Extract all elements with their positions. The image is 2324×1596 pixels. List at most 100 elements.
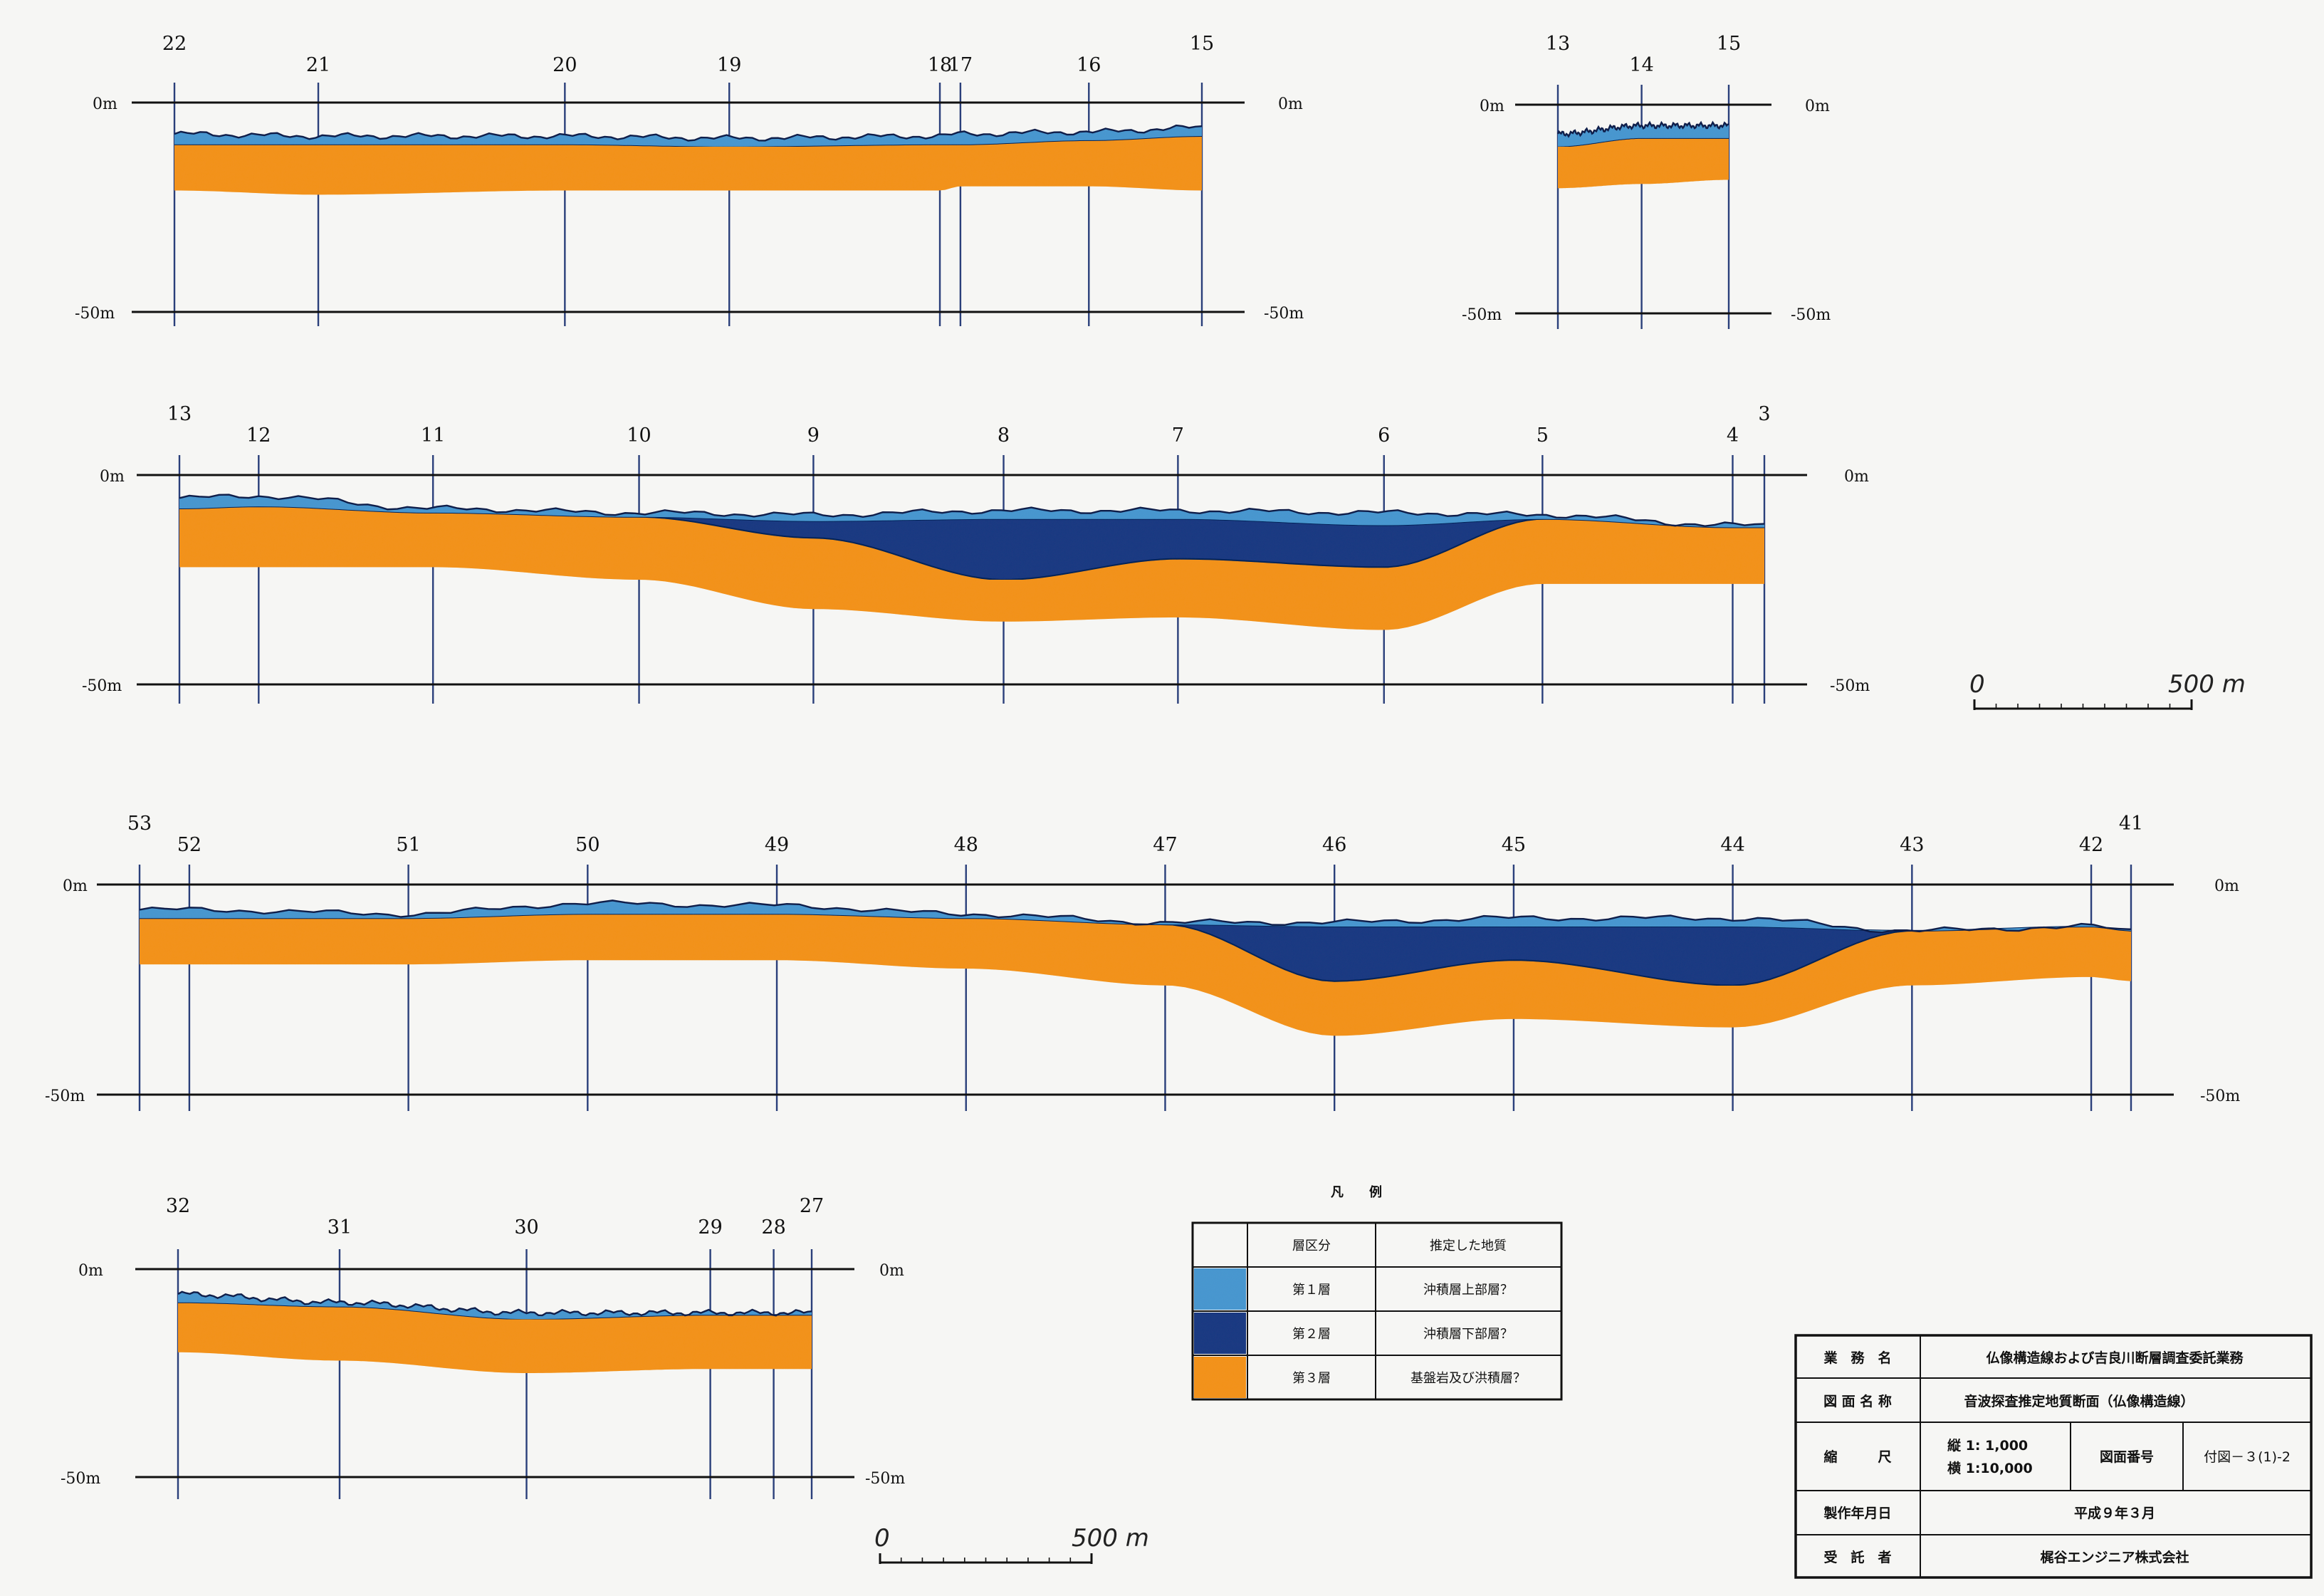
- borehole-number: 11: [421, 424, 445, 447]
- borehole-number: 47: [1153, 834, 1177, 856]
- borehole-number: 50: [575, 834, 600, 856]
- borehole-number: 41: [2119, 813, 2143, 835]
- borehole-number: 7: [1172, 424, 1184, 447]
- layer1-band: [174, 125, 1202, 147]
- work-name: 仏像構造線および吉良川断層調査委託業務: [1986, 1350, 2244, 1366]
- legend-swatch-layer2: [1194, 1313, 1246, 1354]
- borehole-number: 13: [1546, 33, 1570, 55]
- seabed-line: [179, 494, 1765, 527]
- depth-label-top-right: 0m: [879, 1262, 904, 1280]
- scale-zero-label: 0: [1969, 670, 1985, 699]
- scale-horizontal: 横 1:10,000: [1947, 1460, 2033, 1476]
- borehole-number: 6: [1378, 424, 1390, 447]
- contractor-label: 受 託 者: [1823, 1549, 1891, 1565]
- layer1-band: [1558, 122, 1729, 147]
- borehole-number: 30: [514, 1216, 538, 1238]
- depth-label-top: 0m: [63, 877, 88, 895]
- borehole-number: 5: [1537, 424, 1549, 447]
- drawing-name: 音波探査推定地質断面（仏像構造線）: [1964, 1393, 2194, 1409]
- borehole-number: 28: [761, 1216, 785, 1238]
- depth-label-bottom: -50m: [1462, 306, 1502, 324]
- borehole-lines: [177, 1249, 813, 1499]
- borehole-number: 44: [1720, 834, 1744, 856]
- legend-header-geology: 推定した地質: [1430, 1238, 1507, 1253]
- seabed-line: [174, 124, 1203, 142]
- legend-class-2: 第２層: [1292, 1327, 1331, 1342]
- depth-label-top: 0m: [93, 95, 117, 113]
- section-13-3: 0m 0m -50m -50m 13 12 11 10 9 8 7 6 5 43: [82, 403, 1870, 704]
- scale-vertical: 縦 1: 1,000: [1947, 1437, 2028, 1454]
- borehole-number: 21: [306, 54, 330, 76]
- legend-class-3: 第３層: [1292, 1371, 1331, 1386]
- depth-label-bottom-right: -50m: [865, 1470, 905, 1488]
- seabed-line: [177, 1290, 812, 1317]
- legend-swatch-layer3: [1194, 1357, 1246, 1398]
- borehole-number: 29: [698, 1216, 722, 1238]
- borehole-number: 8: [998, 424, 1010, 447]
- legend: 凡 例 層区分 推定した地質 第１層 沖積層上部層？ 第２層 沖積層下部層？ 第…: [1191, 1184, 1563, 1401]
- borehole-number: 31: [328, 1216, 352, 1238]
- borehole-lines: [173, 83, 1203, 326]
- borehole-number: 10: [627, 424, 651, 447]
- borehole-number: 51: [396, 834, 420, 856]
- depth-label-bottom-right: -50m: [1791, 306, 1831, 324]
- scale-length-label: 500 m: [1072, 1524, 1149, 1553]
- layer3-band: [174, 136, 1202, 195]
- depth-label-bottom-right: -50m: [1264, 305, 1304, 323]
- depth-label-top-right: 0m: [1805, 98, 1830, 115]
- borehole-number: 18: [928, 54, 952, 76]
- borehole-number: 53: [127, 813, 152, 835]
- depth-label-bottom: -50m: [75, 305, 115, 323]
- drawing-no-label: 図面番号: [2100, 1449, 2154, 1465]
- depth-label-top: 0m: [78, 1262, 103, 1280]
- depth-label-top-right: 0m: [1278, 95, 1303, 113]
- borehole-number: 19: [717, 54, 741, 76]
- borehole-number: 27: [800, 1195, 824, 1217]
- drawing-no: 付図－３(1)-2: [2204, 1449, 2291, 1465]
- legend-geology-3: 基盤岩及び洪積層？: [1410, 1371, 1526, 1386]
- borehole-number: 52: [177, 834, 201, 856]
- scale-bar-upper: 0 500 m: [1969, 670, 2246, 710]
- legend-geology-1: 沖積層上部層？: [1423, 1283, 1513, 1298]
- depth-label-top-right: 0m: [1844, 468, 1869, 486]
- legend-class-1: 第１層: [1292, 1283, 1331, 1298]
- scale-zero-label: 0: [874, 1524, 890, 1553]
- section-13-15: 0m 0m -50m -50m 13 14 15: [1462, 33, 1831, 329]
- borehole-number: 14: [1629, 54, 1653, 76]
- legend-swatch-layer1: [1194, 1268, 1246, 1310]
- borehole-number: 13: [167, 403, 192, 425]
- borehole-number: 49: [765, 834, 789, 856]
- legend-header-class: 層区分: [1292, 1238, 1331, 1253]
- layer3-band: [178, 1302, 812, 1373]
- legend-title: 凡 例: [1331, 1184, 1382, 1200]
- depth-label-bottom-right: -50m: [2200, 1088, 2240, 1105]
- section-32-27: 0m 0m -50m -50m 32 31 30 29 28 27: [61, 1195, 905, 1499]
- depth-label-top: 0m: [100, 468, 125, 486]
- layer1-band: [140, 900, 2131, 933]
- contractor: 梶谷エンジニア株式会社: [2040, 1549, 2189, 1565]
- depth-label-bottom-right: -50m: [1830, 677, 1870, 695]
- depth-label-top-right: 0m: [2214, 877, 2239, 895]
- borehole-number: 20: [553, 54, 577, 76]
- borehole-number: 46: [1322, 834, 1346, 856]
- date-label: 製作年月日: [1823, 1505, 1891, 1521]
- layer3-band: [1558, 137, 1729, 189]
- scale-label: 縮 尺: [1823, 1449, 1891, 1465]
- borehole-number: 32: [166, 1195, 190, 1217]
- scale-length-label: 500 m: [2168, 670, 2246, 699]
- work-name-label: 業 務 名: [1823, 1350, 1891, 1366]
- legend-geology-2: 沖積層下部層？: [1423, 1327, 1513, 1342]
- seabed-line: [1556, 120, 1729, 138]
- date: 平成９年３月: [2074, 1505, 2155, 1521]
- layer3-band: [179, 506, 1764, 630]
- borehole-number: 17: [948, 54, 973, 76]
- seabed-line: [139, 899, 2132, 934]
- borehole-number: 3: [1758, 403, 1770, 425]
- depth-label-bottom: -50m: [61, 1470, 100, 1488]
- borehole-number: 22: [162, 33, 187, 55]
- borehole-number: 4: [1727, 424, 1739, 447]
- borehole-number: 15: [1717, 33, 1741, 55]
- depth-label-bottom: -50m: [45, 1088, 85, 1105]
- borehole-lines: [1556, 85, 1730, 329]
